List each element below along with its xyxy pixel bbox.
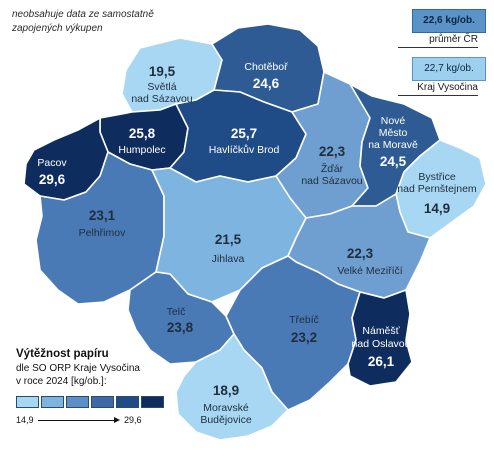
region-name-text: nad Sázavou: [301, 175, 362, 187]
region-name-text: Pelhřimov: [79, 227, 126, 239]
data-note: neobsahuje data ze samostatně zapojených…: [12, 9, 154, 34]
legend-swatch-5: [116, 396, 139, 408]
region-label-jihlava: 21,5 Jihlava: [212, 232, 245, 265]
legend-swatch-6: [141, 396, 164, 408]
region-name-text: Nové: [381, 115, 406, 127]
region-label-namest: Náměšť nad Oslavou 26,1: [352, 325, 411, 369]
legend-color-ramp: [16, 396, 166, 408]
region-name-text: Moravské: [203, 402, 249, 414]
region-name-text: Chotěboř: [244, 61, 288, 73]
region-name-text: Velké Meziříčí: [337, 265, 402, 277]
region-moravske-budejovice[interactable]: [175, 333, 289, 441]
region-label-nove-mesto: Nové Město na Moravě 24,5: [368, 115, 418, 169]
region-name-text: na Moravě: [368, 139, 418, 151]
region-name-text: Pacov: [37, 157, 67, 169]
region-value-text: 14,9: [424, 201, 450, 216]
region-name-text: nad Sázavou: [131, 93, 192, 105]
legend-max-label: 29,6: [124, 415, 142, 425]
region-label-bystrice: Bystřice nad Pernštejnem 14,9: [397, 171, 477, 216]
legend-swatch-1: [16, 396, 39, 408]
legend-subtitle-1: dle SO ORP Kraje Vysočina: [16, 363, 140, 374]
legend-title: Výtěžnost papíru: [16, 348, 109, 360]
region-name-text: Žďár: [321, 162, 344, 175]
region-label-pelhrimov: 23,1 Pelhřimov: [79, 208, 126, 239]
legend: Výtěžnost papíru dle SO ORP Kraje Vysoči…: [16, 348, 166, 431]
region-value-text: 24,6: [253, 76, 280, 91]
legend-swatch-4: [91, 396, 114, 408]
legend-scale: 14,9 29,6: [16, 411, 166, 431]
region-label-havlickuv-brod: 25,7 Havlíčkův Brod: [209, 126, 280, 156]
region-name-text: nad Pernštejnem: [397, 183, 477, 195]
legend-swatch-2: [41, 396, 64, 408]
region-name-text: nad Oslavou: [352, 338, 411, 350]
region-value-text: 23,2: [291, 330, 317, 345]
region-label-zdar: 22,3 Žďár nad Sázavou: [301, 144, 362, 187]
region-label-velke-mezirici: 22,3 Velké Meziříčí: [337, 246, 402, 277]
kraj-average-label: Kraj Vysočina: [398, 82, 478, 96]
region-name-text: Náměšť: [362, 325, 400, 337]
region-label-humpolec: 25,8 Humpolec: [118, 126, 165, 156]
region-name-text: Jihlava: [212, 253, 245, 265]
region-name-text: Bystřice: [418, 171, 456, 183]
region-name-text: Světlá: [147, 81, 176, 93]
region-value-text: 25,7: [231, 126, 257, 141]
region-value-text: 21,5: [215, 232, 242, 247]
region-value-text: 19,5: [149, 64, 176, 79]
region-value-text: 25,8: [129, 126, 156, 141]
kraj-average-badge: 22,7 kg/ob.: [412, 57, 486, 81]
region-value-text: 29,6: [39, 172, 66, 187]
legend-arrow-icon: [38, 417, 120, 423]
region-name-text: Humpolec: [118, 144, 165, 156]
cr-average-badge: 22,6 kg/ob.: [412, 9, 486, 33]
region-label-moravske-budejovice: 18,9 Moravské Budějovice: [200, 383, 252, 426]
legend-subtitle-2: v roce 2024 [kg/ob.]:: [16, 376, 107, 387]
legend-swatch-3: [66, 396, 89, 408]
legend-min-label: 14,9: [16, 415, 34, 425]
region-label-telc: Telč 23,8: [167, 306, 194, 335]
region-name-text: Třebíč: [289, 314, 319, 326]
cr-average-label: průměr ČR: [398, 34, 478, 48]
region-label-svetla: 19,5 Světlá nad Sázavou: [131, 64, 192, 105]
region-value-text: 26,1: [368, 354, 395, 369]
region-value-text: 22,3: [319, 144, 346, 159]
region-label-pacov: Pacov 29,6: [37, 157, 67, 187]
region-value-text: 22,3: [347, 246, 374, 261]
region-namest-nad-oslavou[interactable]: [347, 289, 413, 387]
region-label-chotebor: Chotěboř 24,6: [244, 61, 288, 91]
region-name-text: Telč: [167, 306, 186, 318]
region-label-trebic: Třebíč 23,2: [289, 314, 319, 345]
region-name-text: Budějovice: [200, 414, 252, 426]
region-value-text: 24,5: [380, 154, 407, 169]
region-value-text: 23,1: [89, 208, 116, 223]
region-name-text: Havlíčkův Brod: [209, 144, 280, 156]
region-value-text: 18,9: [213, 383, 239, 398]
region-value-text: 23,8: [167, 320, 194, 335]
region-name-text: Město: [379, 127, 408, 139]
